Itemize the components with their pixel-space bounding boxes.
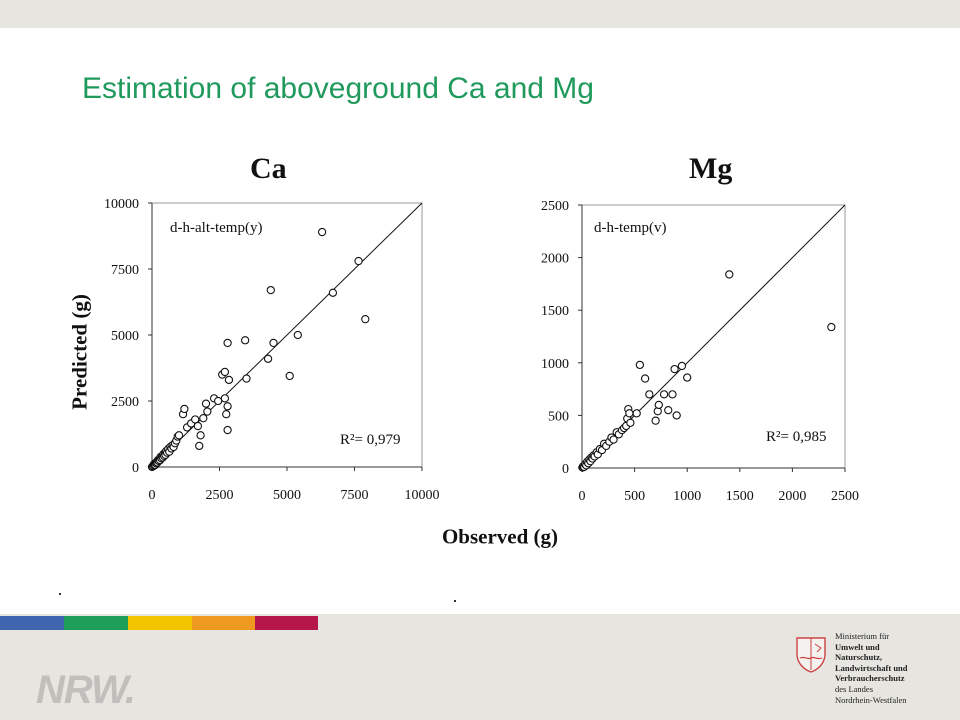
data-point: [632, 409, 641, 418]
model-label: d-h-temp(v): [594, 220, 666, 236]
data-point: [635, 360, 645, 370]
data-point: [640, 374, 650, 383]
data-point: [240, 336, 250, 345]
y-tick-label: 5000: [111, 329, 139, 344]
data-point: [827, 322, 836, 332]
data-point: [269, 338, 278, 348]
y-tick-label: 2500: [111, 395, 139, 410]
data-point: [242, 374, 251, 383]
chart-0: 0 2500 5000 7500 10000 0 2500 5000 7500 10000 d-h-…: [104, 197, 440, 503]
x-tick-label: 1500: [726, 489, 754, 504]
model-label: d-h-alt-temp(y): [170, 220, 262, 236]
ministry-line: Landwirtschaft und: [835, 662, 908, 673]
y-tick-label: 0: [562, 462, 569, 477]
ministry-line: Ministerium für: [835, 631, 890, 641]
data-point: [664, 405, 673, 415]
data-point: [224, 375, 234, 385]
data-point: [645, 390, 654, 399]
x-tick-label: 1000: [673, 489, 701, 504]
data-point: [651, 416, 660, 425]
x-tick-label: 2500: [831, 489, 859, 504]
data-point: [625, 409, 634, 418]
data-point: [668, 390, 677, 399]
y-tick-label: 2000: [541, 252, 569, 267]
ministry-line: Verbraucherschutz: [835, 673, 905, 684]
y-tick-label: 1500: [541, 304, 569, 319]
x-tick-label: 500: [624, 489, 645, 504]
data-point: [196, 431, 205, 440]
brand-stripe-blue: [0, 616, 64, 630]
brand-stripe-orange: [192, 616, 255, 630]
data-point: [654, 400, 663, 410]
x-axis-title: Observed (g): [441, 524, 559, 549]
r2-label: R²= 0,979: [340, 432, 400, 448]
data-point: [174, 431, 184, 440]
data-point: [725, 270, 734, 279]
y-tick-label: 7500: [111, 263, 139, 278]
data-point: [193, 421, 203, 431]
ministry-line: des Landes: [835, 683, 874, 694]
data-point: [672, 411, 681, 420]
data-point: [626, 418, 635, 427]
mg-chart-title: Mg: [689, 152, 733, 185]
coat-of-arms-icon: [796, 637, 826, 673]
ministry-line: Naturschutz,: [835, 652, 882, 663]
y-tick-label: 1000: [541, 357, 569, 372]
data-point: [285, 371, 294, 381]
data-point: [266, 285, 275, 295]
data-point: [670, 364, 679, 374]
data-point: [201, 399, 211, 408]
data-point: [354, 256, 363, 266]
x-tick-label: 0: [149, 488, 156, 503]
data-point: [203, 407, 212, 416]
y-axis-title: Predicted (g): [67, 294, 92, 410]
x-tick-label: 5000: [273, 488, 301, 503]
data-point: [223, 402, 232, 411]
data-point: [220, 394, 230, 403]
divider-dot-right: [454, 600, 456, 602]
x-tick-label: 10000: [405, 488, 440, 503]
data-point: [180, 404, 189, 414]
top-bar: [0, 0, 960, 28]
data-point: [222, 410, 231, 419]
data-point: [223, 338, 232, 348]
data-point: [223, 425, 232, 435]
data-point: [328, 288, 338, 297]
data-point: [609, 435, 618, 444]
data-point: [677, 361, 687, 371]
data-point: [293, 330, 302, 340]
x-tick-label: 2000: [778, 489, 806, 504]
data-point: [317, 227, 327, 237]
y-tick-label: 2500: [541, 199, 569, 214]
x-tick-label: 7500: [341, 488, 369, 503]
ministry-text: Ministerium für Umwelt und Naturschutz, Lan…: [835, 631, 945, 705]
r2-label: R²= 0,985: [766, 429, 826, 445]
y-tick-label: 10000: [104, 197, 139, 212]
nrw-logo: NRW.: [36, 668, 136, 712]
footer: [0, 614, 960, 720]
ministry-line: Nordrhein-Westfalen: [835, 694, 907, 705]
y-tick-label: 500: [548, 409, 569, 424]
data-point: [220, 367, 230, 377]
ministry-line: Umwelt und: [835, 641, 880, 652]
chart-1: 0 500 1000 1500 2000 2500 0 500 1000 1500 2000 2500…: [541, 199, 859, 504]
brand-stripe-yellow: [128, 616, 192, 630]
data-point: [659, 390, 669, 399]
data-point: [361, 315, 370, 324]
data-point: [199, 414, 208, 423]
ca-chart-title: Ca: [250, 152, 287, 185]
data-point: [195, 441, 204, 451]
x-tick-label: 2500: [206, 488, 234, 503]
brand-stripe-green: [64, 616, 128, 630]
divider-dot-left: [59, 593, 61, 595]
brand-stripe-red: [255, 616, 318, 630]
data-point: [683, 373, 692, 382]
data-point: [263, 354, 273, 363]
slide-title: Estimation of aboveground Ca and Mg: [82, 72, 594, 105]
x-tick-label: 0: [579, 489, 586, 504]
y-tick-label: 0: [132, 461, 139, 476]
